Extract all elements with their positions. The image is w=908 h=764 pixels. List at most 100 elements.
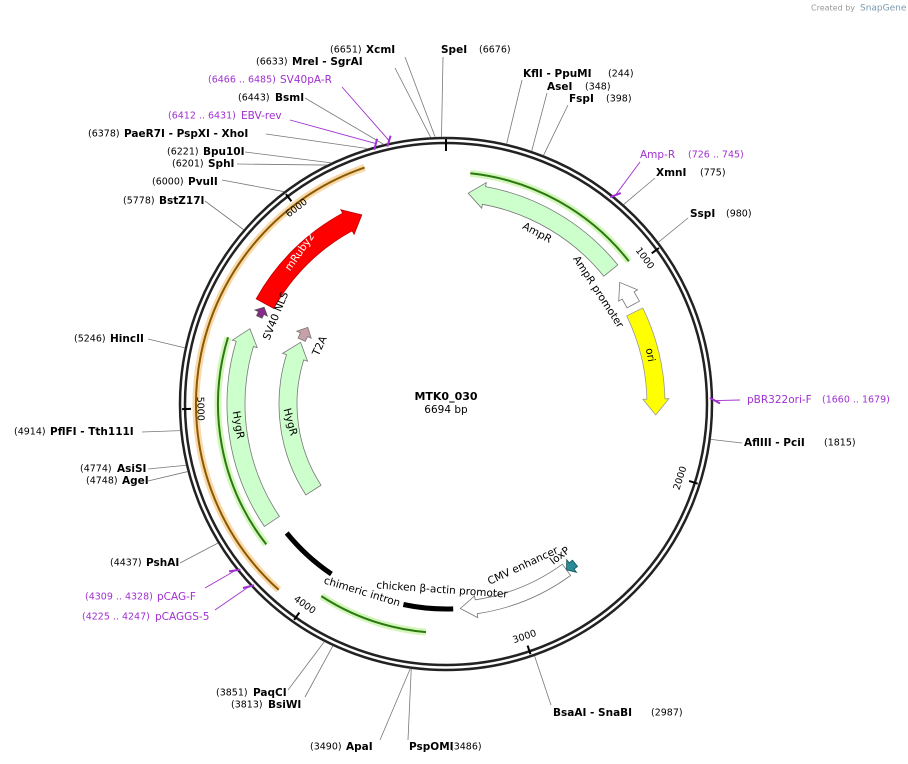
site-leader	[179, 542, 219, 564]
ruler-tick	[526, 645, 532, 655]
site-leader	[710, 438, 743, 444]
site-position: (4437)	[110, 558, 142, 569]
plasmid-length: 6694 bp	[424, 404, 468, 416]
primer-name: pCAG-F	[157, 591, 196, 603]
ruler-tick	[688, 479, 699, 485]
promoter-segment	[402, 602, 454, 612]
site-position: (3490)	[310, 742, 342, 753]
site-leader	[244, 151, 332, 164]
credit: Created by	[811, 4, 855, 13]
primer-range: (4225 .. 4247)	[82, 612, 150, 623]
site-position: (4774)	[80, 464, 112, 475]
ruler-tick	[651, 247, 660, 255]
primer-mark	[242, 584, 255, 589]
primer-leader	[715, 399, 741, 402]
site-name: XmnI	[656, 167, 686, 179]
site-position: (3851)	[216, 688, 248, 699]
site-name: PaeR7I - PspXI - XhoI	[124, 128, 248, 140]
site-name: XcmI	[366, 44, 395, 56]
site-leader	[236, 163, 327, 166]
site-name: AsiSI	[117, 463, 146, 475]
site-name: Bpu10I	[203, 146, 245, 158]
ruler-label: 5000	[194, 397, 205, 421]
site-name: BsaAI - SnaBI	[553, 707, 632, 719]
primer-range: (6466 .. 6485)	[208, 75, 276, 86]
site-name: ApaI	[346, 741, 373, 753]
primer-name: EBV-rev	[241, 110, 282, 122]
primer-range: (6412 .. 6431)	[168, 111, 236, 122]
site-leader	[304, 645, 334, 698]
site-position: (5778)	[123, 196, 155, 207]
site-name: PspOMI	[409, 741, 454, 753]
feature-arrow	[566, 558, 579, 573]
primer-leader	[289, 119, 376, 144]
site-position: (6201)	[172, 159, 204, 170]
site-leader	[147, 338, 186, 349]
site-name: BsmI	[275, 92, 304, 104]
ruler-label: 4000	[291, 594, 317, 617]
orf-line	[194, 166, 365, 591]
site-leader	[506, 79, 523, 145]
site-name: FspI	[569, 93, 594, 105]
primer-name: SV40pA-R	[280, 74, 332, 86]
site-position: (6000)	[152, 177, 184, 188]
site-position: (5246)	[74, 334, 106, 345]
site-position: (980)	[726, 209, 752, 220]
site-name: PflFI - Tth111I	[50, 426, 134, 438]
site-leader	[221, 179, 285, 193]
primer-leader	[204, 570, 235, 589]
site-leader	[304, 97, 384, 145]
site-position: (3486)	[450, 742, 482, 753]
site-leader	[534, 655, 552, 706]
feature-arrow	[618, 281, 640, 309]
site-name: PaqCI	[253, 687, 287, 699]
site-leader	[379, 668, 411, 741]
feature-label: T2A	[310, 334, 330, 359]
primer-range: (726 .. 745)	[688, 150, 744, 161]
site-name: BstZ17I	[159, 195, 204, 207]
site-name: MreI - SgrAI	[292, 56, 363, 68]
site-position: (4914)	[14, 427, 46, 438]
site-position: (4748)	[86, 476, 118, 487]
feature-arrow	[226, 328, 280, 528]
site-leader	[147, 464, 187, 470]
ruler-tick	[293, 612, 301, 621]
primer-range: (1660 .. 1679)	[822, 395, 890, 406]
ruler-label: 2000	[672, 465, 690, 491]
feature-label: HygR	[230, 410, 247, 440]
site-position: (6221)	[167, 147, 199, 158]
site-position: (6651)	[330, 45, 362, 56]
site-leader	[147, 471, 188, 482]
site-name: HincII	[110, 333, 144, 345]
promoter-segment	[284, 531, 333, 577]
orf-line	[320, 595, 427, 634]
site-leader	[141, 430, 181, 433]
orf-line	[217, 337, 268, 546]
feature-arrow	[459, 563, 572, 619]
site-leader	[287, 641, 325, 691]
ruler-label: 1000	[633, 246, 656, 272]
site-leader	[531, 92, 548, 152]
site-leader	[543, 104, 569, 156]
backbone-outer	[178, 136, 714, 672]
primer-name: Amp-R	[640, 149, 675, 161]
primer-mark	[609, 192, 622, 199]
feature-arrow	[295, 326, 312, 342]
site-leader	[623, 177, 656, 205]
site-name: BsiWI	[268, 699, 301, 711]
ruler-label: 3000	[511, 628, 537, 646]
brand: SnapGene	[860, 4, 907, 14]
feature-arrow	[255, 209, 363, 310]
feature-arrow	[467, 181, 619, 277]
site-name: SphI	[208, 158, 234, 170]
site-name: AgeI	[122, 475, 149, 487]
site-position: (6443)	[238, 93, 270, 104]
site-position: (2987)	[651, 708, 683, 719]
orf-line	[470, 172, 630, 262]
primer-mark	[709, 397, 721, 405]
site-position: (6633)	[256, 57, 288, 68]
ruler-tick	[285, 193, 293, 202]
site-leader	[441, 56, 444, 138]
site-position: (398)	[606, 94, 632, 105]
